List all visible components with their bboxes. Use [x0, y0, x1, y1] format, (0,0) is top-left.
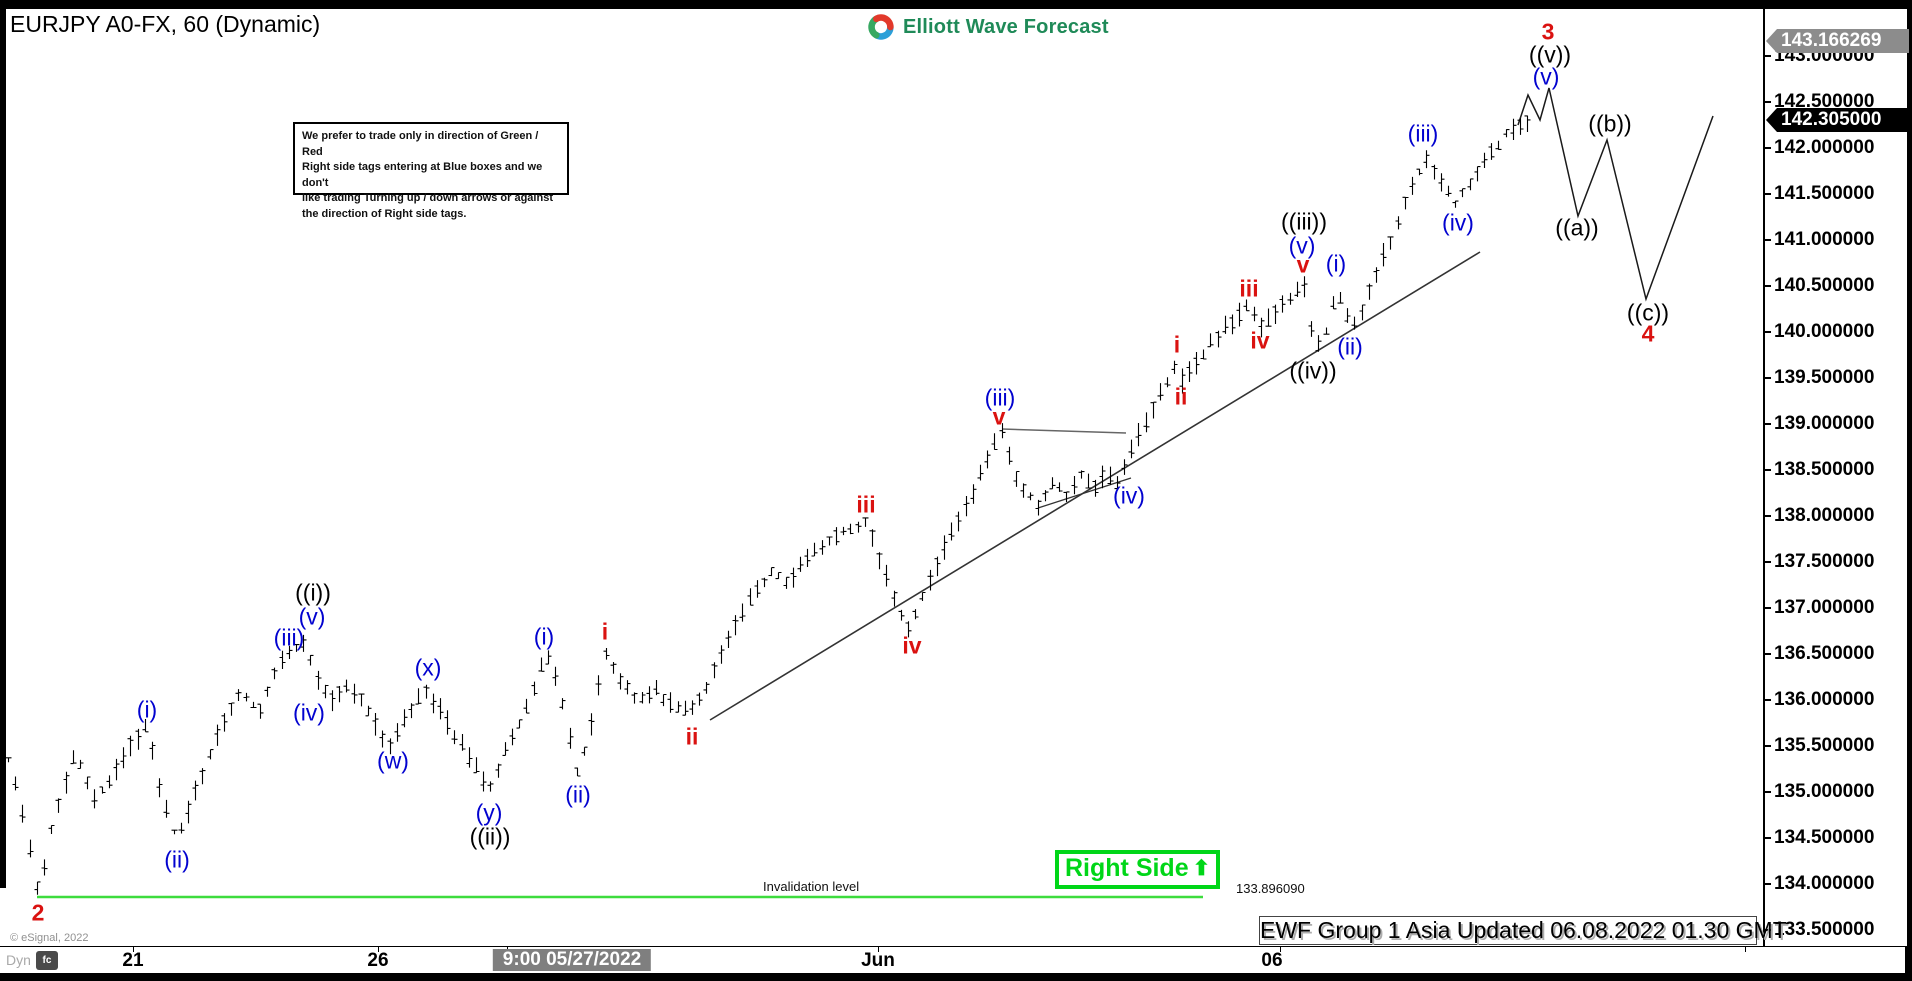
crosshair-date-label: 9:00 05/27/2022: [492, 949, 652, 971]
price-axis-tick: [1765, 55, 1771, 57]
price-axis-label: 138.000000: [1774, 505, 1875, 526]
session-high-tag: 143.166269: [1766, 28, 1909, 53]
price-axis-tick: [1765, 561, 1771, 563]
brand-swirl-icon: [868, 14, 894, 40]
price-axis-label: 139.000000: [1774, 413, 1875, 434]
price-axis-label: 140.500000: [1774, 275, 1875, 296]
window-top-edge: [0, 0, 1912, 9]
info-box: We prefer to trade only in direction of …: [293, 122, 569, 220]
price-axis-tick: [1765, 515, 1771, 517]
tag-arrow: [1766, 107, 1777, 132]
price-axis-tick: [1765, 791, 1771, 793]
triangle-line-top: [1001, 428, 1127, 434]
tag-arrow: [1766, 28, 1777, 53]
time-axis-tick: [878, 947, 879, 952]
price-axis-label: 141.500000: [1774, 183, 1875, 204]
price-axis-label: 134.000000: [1774, 873, 1875, 894]
chart-mode-icon-glyph: fc: [42, 955, 52, 966]
window-left-edge: [0, 9, 6, 888]
price-axis-tick: [1765, 331, 1771, 333]
price-axis-tick: [1765, 653, 1771, 655]
price-axis-label: 136.500000: [1774, 643, 1875, 664]
right-side-label: Right Side: [1065, 854, 1189, 882]
price-axis-tick: [1765, 193, 1771, 195]
price-axis-label: 142.000000: [1774, 137, 1875, 158]
right-side-tag[interactable]: Right Side ⬆: [1055, 850, 1221, 889]
time-axis-tick: [1745, 947, 1746, 952]
info-box-text: We prefer to trade only in direction of …: [302, 130, 553, 221]
price-axis-label: 139.500000: [1774, 367, 1875, 388]
chart-mode-icon[interactable]: fc: [36, 951, 58, 970]
update-note: EWF Group 1 Asia Updated 06.08.2022 01.3…: [1259, 916, 1787, 945]
price-axis-label: 133.500000: [1774, 919, 1875, 940]
price-axis[interactable]: 143.000000 142.500000 142.000000 141.500000…: [1763, 9, 1909, 946]
price-axis-tick: [1765, 745, 1771, 747]
time-axis-label: 21: [122, 950, 144, 971]
up-arrow-icon: ⬆: [1192, 857, 1211, 881]
last-price-tag: 142.305000: [1766, 107, 1909, 132]
symbol-title: EURJPY A0-FX, 60 (Dynamic): [10, 11, 321, 37]
price-axis-label: 137.000000: [1774, 597, 1875, 618]
price-axis-tick: [1765, 423, 1771, 425]
time-axis-label: Jun: [861, 950, 895, 971]
price-axis-tick: [1765, 883, 1771, 885]
price-axis-tick: [1765, 699, 1771, 701]
price-axis-tick: [1765, 929, 1771, 931]
price-axis-tick: [1765, 285, 1771, 287]
price-axis-label: 138.500000: [1774, 459, 1875, 480]
invalidation-level-label: Invalidation level: [763, 879, 860, 894]
window-bottom-edge: [0, 972, 1912, 981]
time-axis-tick: [133, 947, 134, 952]
price-axis-label: 135.500000: [1774, 735, 1875, 756]
time-axis[interactable]: 21 26 9:00 05/27/2022 Jun 06: [0, 946, 1905, 973]
candlesticks: [5, 115, 1531, 895]
price-axis-label: 141.000000: [1774, 229, 1875, 250]
brand-name: Elliott Wave Forecast: [903, 15, 1109, 38]
invalidation-level-value: 133.896090: [1236, 881, 1305, 896]
price-axis-label: 134.500000: [1774, 827, 1875, 848]
time-axis-label: 06: [1261, 950, 1283, 971]
price-axis-label: 135.000000: [1774, 781, 1875, 802]
projected-wave-path: [1517, 87, 1714, 302]
mode-label: Dyn: [6, 952, 31, 968]
time-axis-tick: [1280, 947, 1281, 952]
copyright: © eSignal, 2022: [10, 932, 89, 944]
brand-logo: Elliott Wave Forecast: [866, 12, 1109, 42]
window-right-edge: [1905, 0, 1912, 981]
price-axis-tick: [1765, 239, 1771, 241]
price-axis-label: 136.000000: [1774, 689, 1875, 710]
price-axis-label: 142.500000: [1774, 91, 1875, 112]
price-axis-label: 140.000000: [1774, 321, 1875, 342]
price-axis-tick: [1765, 147, 1771, 149]
time-axis-tick: [378, 947, 379, 952]
price-axis-tick: [1765, 469, 1771, 471]
price-axis-tick: [1765, 607, 1771, 609]
price-axis-tick: [1765, 101, 1771, 103]
price-axis-label: 137.500000: [1774, 551, 1875, 572]
price-axis-tick: [1765, 837, 1771, 839]
price-axis-tick: [1765, 377, 1771, 379]
time-axis-label: 26: [367, 950, 389, 971]
